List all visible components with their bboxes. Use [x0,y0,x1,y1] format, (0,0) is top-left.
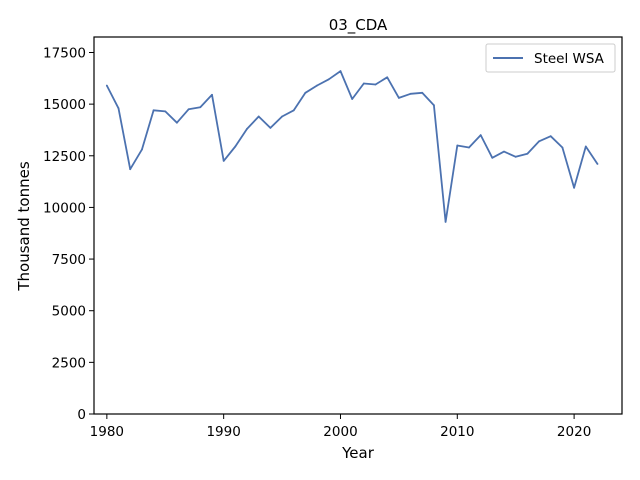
data-point [117,107,120,110]
data-point [234,145,237,148]
y-tick-label: 2500 [52,355,86,371]
data-point [257,115,260,118]
data-point [176,121,178,124]
y-tick-label: 12500 [43,149,86,165]
data-point [351,98,354,100]
data-point [479,134,482,137]
data-point [386,76,389,79]
y-tick-label: 5000 [52,304,86,320]
data-point [549,135,552,138]
legend-label-steel-wsa: Steel WSA [534,51,605,67]
data-point [281,115,283,118]
data-point [538,140,540,143]
data-point [105,84,108,87]
plot-area-frame [93,36,623,415]
data-point [211,93,213,96]
x-tick-label: 2020 [557,424,591,440]
y-tick-label: 10000 [43,200,86,216]
x-axis-ticks: 1980 1990 2000 2010 2020 [90,414,591,440]
data-point [468,146,470,149]
legend-frame [485,43,616,73]
x-tick-label: 2000 [323,424,357,440]
data-point [503,150,505,153]
data-point [187,108,190,111]
data-point [444,221,447,223]
y-tick-label: 15000 [43,97,86,113]
y-tick-label: 17500 [43,45,86,61]
data-point [269,127,272,129]
data-point [584,145,587,148]
data-point [152,109,155,112]
data-point [246,127,248,130]
data-point [304,91,307,94]
data-point [596,163,599,165]
data-point [573,186,575,189]
data-point [398,97,400,99]
data-point [514,155,517,158]
data-point [141,148,143,151]
x-axis-label: Year [341,444,375,462]
data-point [433,104,435,107]
y-tick-label: 7500 [52,252,86,268]
data-point [164,110,167,113]
data-point [316,84,318,87]
data-point [222,160,225,162]
x-tick-label: 1990 [206,424,240,440]
y-tick-label: 0 [77,407,86,423]
x-tick-label: 1980 [90,424,124,440]
data-point [374,83,377,86]
x-tick-label: 2010 [440,424,474,440]
chart-title: 03_CDA [329,16,388,35]
data-point [129,168,132,171]
data-point [561,146,564,149]
data-point [409,92,412,95]
y-axis-label: Thousand tonnes [15,161,33,291]
data-point [491,156,494,159]
y-axis-ticks: 0 2500 5000 7500 10000 12500 15000 17500 [43,45,94,423]
data-point [292,109,295,112]
data-point [456,144,459,147]
data-point [421,91,424,94]
data-point [362,82,365,85]
series-layer [105,70,599,223]
data-point [199,106,202,109]
legend: Steel WSA [485,43,616,73]
data-point [339,70,342,72]
data-point [327,78,330,81]
data-point [526,152,529,155]
